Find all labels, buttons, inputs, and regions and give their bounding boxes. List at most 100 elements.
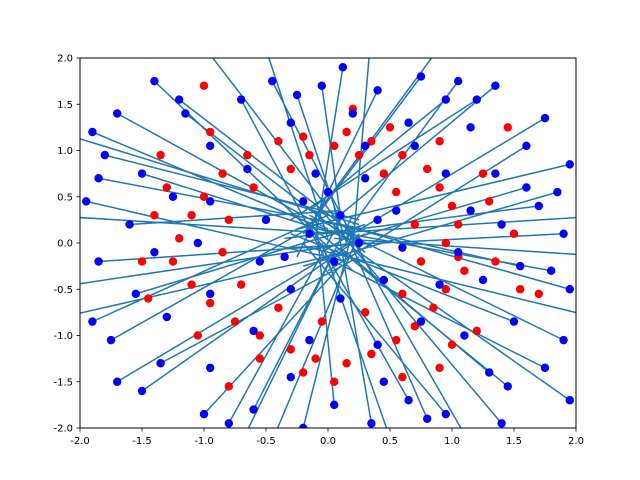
red-point bbox=[330, 141, 339, 151]
blue-point bbox=[416, 317, 426, 326]
blue-point bbox=[175, 95, 184, 104]
blue-point bbox=[466, 123, 475, 132]
blue-point bbox=[497, 220, 506, 229]
connector-line bbox=[321, 242, 388, 428]
red-point bbox=[429, 303, 438, 312]
x-tick-label: -0.5 bbox=[256, 436, 276, 447]
connector-line bbox=[228, 219, 342, 424]
red-point bbox=[410, 220, 419, 229]
blue-point bbox=[249, 326, 258, 336]
red-point bbox=[478, 169, 488, 178]
red-point bbox=[224, 382, 233, 391]
red-point bbox=[274, 137, 283, 146]
x-tick-label: -1.5 bbox=[132, 436, 152, 447]
blue-point bbox=[94, 257, 103, 266]
red-point bbox=[224, 215, 233, 225]
red-point bbox=[230, 317, 240, 326]
blue-point bbox=[206, 197, 215, 206]
blue-point bbox=[311, 169, 320, 178]
red-point bbox=[392, 187, 401, 197]
connector-line bbox=[160, 256, 360, 364]
connector-line bbox=[333, 205, 373, 424]
red-point bbox=[342, 359, 351, 368]
blue-point bbox=[497, 419, 506, 428]
blue-point bbox=[379, 377, 388, 386]
blue-point bbox=[373, 86, 382, 95]
blue-point bbox=[534, 201, 543, 211]
red-point bbox=[441, 285, 450, 294]
blue-point bbox=[261, 215, 271, 225]
y-tick-label: 1.5 bbox=[57, 100, 73, 111]
red-point bbox=[311, 354, 320, 363]
blue-point bbox=[206, 363, 215, 373]
y-tick-label: 0.5 bbox=[57, 192, 73, 203]
red-point bbox=[435, 363, 444, 373]
red-point bbox=[286, 345, 295, 354]
red-point bbox=[168, 257, 178, 266]
connector-line bbox=[80, 216, 341, 235]
connector-line bbox=[314, 215, 335, 405]
x-tick-label: -2.0 bbox=[70, 436, 90, 447]
connector-line bbox=[247, 251, 335, 428]
red-point bbox=[175, 234, 184, 243]
x-tick-label: 1.5 bbox=[506, 436, 522, 447]
x-tick-label: 2.0 bbox=[568, 436, 584, 447]
red-point bbox=[398, 372, 407, 382]
red-point bbox=[354, 150, 364, 160]
red-point bbox=[255, 354, 264, 363]
red-point bbox=[435, 183, 444, 192]
connector-line bbox=[321, 216, 576, 235]
blue-point bbox=[82, 197, 91, 206]
connector-line bbox=[321, 85, 342, 216]
blue-point bbox=[299, 423, 308, 428]
blue-point bbox=[255, 257, 264, 266]
blue-point bbox=[398, 243, 407, 252]
y-tick-label: 1.0 bbox=[57, 146, 73, 157]
blue-point bbox=[286, 372, 295, 382]
y-tick-label: -1.0 bbox=[53, 331, 73, 342]
blue-point bbox=[472, 95, 481, 104]
red-point bbox=[441, 238, 450, 248]
blue-point bbox=[113, 109, 122, 118]
red-point bbox=[342, 127, 351, 137]
blue-point bbox=[441, 169, 450, 178]
red-point bbox=[243, 150, 252, 160]
blue-point bbox=[441, 409, 450, 419]
blue-point bbox=[131, 289, 140, 299]
blue-point bbox=[423, 414, 432, 423]
blue-point bbox=[206, 141, 215, 151]
blue-point bbox=[466, 206, 475, 215]
connector-line bbox=[211, 58, 341, 225]
blue-point bbox=[305, 229, 314, 238]
blue-point bbox=[156, 359, 165, 368]
red-point bbox=[392, 335, 401, 345]
blue-point bbox=[106, 335, 116, 345]
points-layer bbox=[82, 63, 574, 428]
blue-point bbox=[305, 335, 314, 345]
blue-point bbox=[373, 215, 382, 225]
connector-line bbox=[302, 191, 558, 267]
red-point bbox=[218, 169, 227, 178]
y-tick-label: 0.0 bbox=[57, 239, 73, 250]
blue-point bbox=[88, 127, 97, 137]
red-point bbox=[156, 150, 165, 160]
red-point bbox=[361, 308, 370, 317]
red-point bbox=[416, 257, 426, 266]
red-point bbox=[410, 322, 419, 331]
red-point bbox=[398, 289, 407, 299]
connector-line bbox=[302, 242, 447, 415]
blue-point bbox=[336, 294, 345, 303]
connector-line bbox=[80, 242, 353, 285]
blue-point bbox=[150, 248, 159, 257]
red-point bbox=[199, 81, 209, 90]
connector-line bbox=[302, 228, 354, 428]
connector-line bbox=[104, 154, 360, 221]
blue-point bbox=[454, 248, 463, 257]
x-axis-ticks: -2.0 -1.5 -1.0 -0.5 0.0 0.5 1.0 1.5 2.0 bbox=[70, 428, 584, 447]
connector-line bbox=[333, 85, 496, 221]
red-point bbox=[423, 164, 432, 174]
blue-point bbox=[338, 63, 348, 72]
connector-line bbox=[92, 214, 329, 323]
blue-point bbox=[404, 396, 413, 405]
red-point bbox=[206, 127, 215, 137]
